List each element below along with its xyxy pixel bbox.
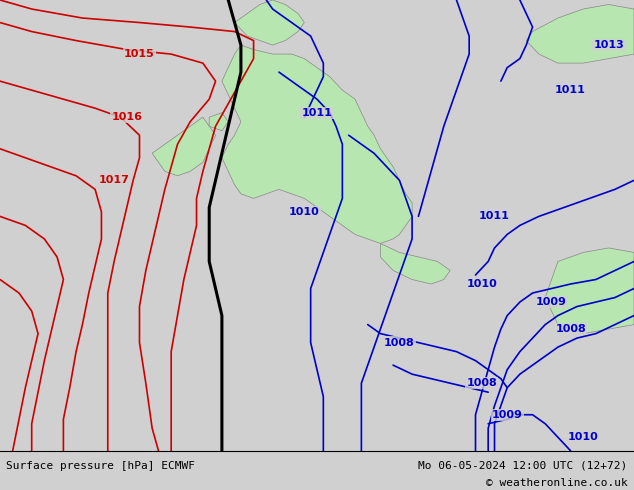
Text: Surface pressure [hPa] ECMWF: Surface pressure [hPa] ECMWF	[6, 461, 195, 470]
Polygon shape	[380, 244, 450, 284]
Text: 1008: 1008	[384, 338, 415, 347]
Polygon shape	[545, 248, 634, 334]
Text: 1010: 1010	[568, 432, 598, 442]
Text: 1008: 1008	[467, 378, 497, 388]
Polygon shape	[209, 113, 228, 131]
Text: 1015: 1015	[124, 49, 155, 59]
Text: 1017: 1017	[99, 175, 129, 185]
Polygon shape	[526, 4, 634, 63]
Text: 1009: 1009	[536, 297, 567, 307]
Polygon shape	[235, 0, 304, 45]
Text: Mo 06-05-2024 12:00 UTC (12+72): Mo 06-05-2024 12:00 UTC (12+72)	[418, 461, 628, 470]
Text: © weatheronline.co.uk: © weatheronline.co.uk	[486, 478, 628, 488]
Text: 1011: 1011	[555, 85, 586, 95]
Text: 1009: 1009	[492, 410, 522, 420]
Text: 1010: 1010	[467, 279, 497, 289]
Text: 1010: 1010	[289, 207, 320, 217]
Polygon shape	[152, 117, 216, 176]
Text: 1011: 1011	[302, 108, 332, 118]
Text: 1016: 1016	[112, 112, 142, 122]
Text: 1008: 1008	[555, 324, 586, 334]
Text: 1013: 1013	[593, 40, 624, 50]
Polygon shape	[222, 45, 412, 244]
Text: 1011: 1011	[479, 211, 510, 221]
